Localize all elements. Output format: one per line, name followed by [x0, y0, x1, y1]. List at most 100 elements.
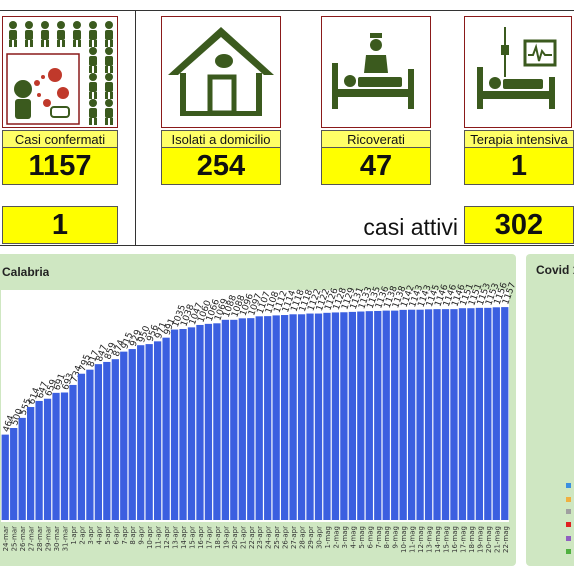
- bar-29-apr[interactable]: [306, 313, 314, 520]
- x-tick-label: 7-mag: [375, 526, 383, 549]
- bar-5-apr[interactable]: [103, 361, 111, 520]
- bar-18-apr[interactable]: [213, 323, 221, 520]
- x-tick-label: 15-mag: [443, 526, 451, 553]
- bar-23-apr[interactable]: [255, 316, 263, 520]
- x-tick-label: 27-mar: [28, 526, 36, 552]
- bar-2-mag[interactable]: [331, 312, 340, 520]
- x-tick-label: 28-apr: [299, 526, 307, 549]
- bar-12-apr[interactable]: [162, 337, 170, 520]
- bar-21-mag[interactable]: [492, 307, 500, 520]
- bar-22-mag[interactable]: [501, 307, 509, 520]
- x-tick-label: 2-mag: [332, 526, 340, 549]
- bar-20-mag[interactable]: [484, 307, 492, 520]
- home-isolation-value: 254: [161, 147, 281, 185]
- legend-swatch-blue: [566, 483, 571, 488]
- bar-20-apr[interactable]: [230, 319, 238, 520]
- bar-30-mar[interactable]: [52, 392, 60, 520]
- bar-16-apr[interactable]: [196, 324, 204, 520]
- bar-13-mag[interactable]: [424, 309, 433, 520]
- bar-28-apr[interactable]: [297, 314, 306, 520]
- x-tick-label: 17-mag: [459, 526, 467, 553]
- bar-21-apr[interactable]: [238, 318, 246, 520]
- chart-title: Calabria: [2, 265, 50, 279]
- bar-26-mar[interactable]: [18, 417, 26, 520]
- confirmed-cases-icon: [2, 16, 118, 128]
- bar-29-mar[interactable]: [43, 398, 52, 520]
- intensive-care-icon: [464, 16, 572, 128]
- x-tick-label: 17-apr: [205, 526, 213, 549]
- bar-1-mag[interactable]: [323, 312, 331, 520]
- bar-4-apr[interactable]: [94, 364, 103, 520]
- bar-8-mag[interactable]: [382, 310, 390, 520]
- x-tick-label: 1-mag: [324, 526, 332, 549]
- x-tick-label: 13-mag: [426, 526, 434, 553]
- bar-10-apr[interactable]: [145, 344, 153, 520]
- bar-6-apr[interactable]: [111, 359, 119, 520]
- bar-6-mag[interactable]: [365, 311, 373, 520]
- x-tick-label: 25-mar: [11, 526, 19, 552]
- bar-4-mag[interactable]: [348, 311, 357, 520]
- x-tick-label: 22-mag: [502, 526, 510, 553]
- x-tick-label: 21-mag: [493, 526, 501, 553]
- x-tick-label: 26-apr: [282, 526, 290, 549]
- bar-27-mar[interactable]: [26, 407, 35, 520]
- plot-area: [1, 290, 509, 522]
- confirmed-cases-value: 1157: [2, 147, 118, 185]
- x-tick-label: 3-mag: [341, 526, 349, 549]
- bar-31-mar[interactable]: [60, 392, 69, 520]
- x-tick-label: 29-mar: [45, 526, 53, 552]
- intensive-care-value: 1: [464, 147, 574, 185]
- bar-26-apr[interactable]: [280, 315, 289, 520]
- bar-17-apr[interactable]: [204, 323, 213, 520]
- bar-15-mag[interactable]: [441, 309, 450, 520]
- bar-3-mag[interactable]: [340, 312, 348, 520]
- bar-14-mag[interactable]: [433, 309, 441, 520]
- bar-19-apr[interactable]: [221, 319, 230, 520]
- bar-3-apr[interactable]: [86, 369, 94, 520]
- legend-swatch-red: [566, 522, 571, 527]
- x-tick-label: 25-apr: [273, 526, 281, 549]
- x-tick-label: 5-mag: [358, 526, 366, 549]
- bar-24-mar[interactable]: [1, 434, 9, 520]
- x-tick-label: 8-apr: [129, 526, 137, 545]
- x-tick-label: 24-apr: [265, 526, 273, 549]
- bar-7-apr[interactable]: [120, 351, 128, 520]
- bar-12-mag[interactable]: [416, 309, 424, 520]
- x-tick-label: 11-apr: [155, 526, 163, 549]
- x-tick-label: 24-mar: [2, 526, 10, 552]
- bar-10-mag[interactable]: [399, 309, 407, 520]
- home-isolation-label: Isolati a domicilio: [161, 130, 281, 150]
- bar-9-mag[interactable]: [391, 310, 399, 520]
- legend-swatch-orange: [566, 497, 571, 502]
- bar-22-apr[interactable]: [247, 318, 255, 520]
- bar-18-mag[interactable]: [467, 308, 475, 520]
- bar-1-apr[interactable]: [69, 384, 77, 520]
- bar-11-apr[interactable]: [153, 341, 162, 520]
- bar-28-mar[interactable]: [35, 400, 43, 520]
- bar-15-apr[interactable]: [187, 327, 196, 520]
- bar-5-mag[interactable]: [357, 311, 365, 520]
- bar-14-apr[interactable]: [179, 329, 187, 520]
- bar-11-mag[interactable]: [407, 309, 416, 520]
- bar-2-apr[interactable]: [77, 373, 86, 520]
- x-tick-label: 23-apr: [256, 526, 264, 549]
- bar-13-apr[interactable]: [170, 329, 179, 520]
- x-tick-label: 20-apr: [231, 526, 239, 549]
- bar-9-apr[interactable]: [137, 345, 145, 520]
- hospital-bed-icon: [321, 16, 431, 128]
- bar-7-mag[interactable]: [374, 310, 382, 520]
- x-tick-label: 29-apr: [307, 526, 315, 549]
- x-tick-label: 14-mag: [434, 526, 442, 553]
- x-tick-label: 18-apr: [214, 526, 222, 549]
- bar-27-apr[interactable]: [289, 314, 297, 520]
- x-tick-label: 31-mar: [62, 526, 70, 552]
- bar-24-apr[interactable]: [264, 316, 272, 520]
- x-tick-label: 4-mag: [349, 526, 357, 549]
- bar-8-apr[interactable]: [128, 349, 136, 520]
- bar-25-apr[interactable]: [272, 315, 280, 520]
- bar-25-mar[interactable]: [10, 428, 18, 520]
- bar-17-mag[interactable]: [458, 308, 467, 520]
- bar-16-mag[interactable]: [450, 309, 458, 520]
- bar-30-apr[interactable]: [314, 313, 323, 520]
- bar-19-mag[interactable]: [475, 307, 484, 520]
